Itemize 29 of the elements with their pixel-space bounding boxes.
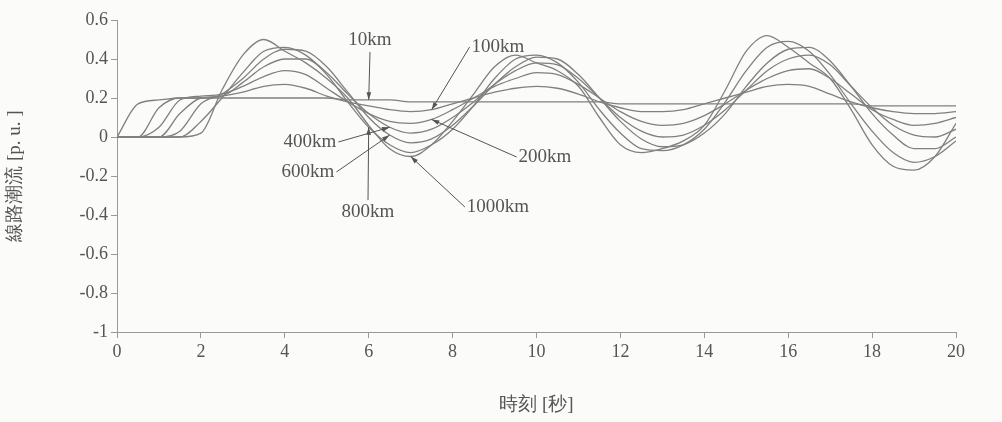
x-tick-label: 16 [779,340,798,361]
x-axis-title: 時刻 [秒] [499,392,574,414]
x-tick-label: 4 [280,340,290,361]
y-axis-title: 線路潮流 [p. u. ] [3,110,25,243]
y-tick-label: -0.8 [79,281,108,302]
x-tick-label: 0 [112,340,122,361]
x-tick-label: 20 [947,340,965,361]
y-tick-label: 0.6 [85,8,108,29]
y-tick-label: 0 [99,125,108,146]
x-tick-label: 18 [863,340,882,361]
series-label: 100km [471,34,525,56]
text: 600km [281,159,335,181]
text: 1000km [466,194,530,216]
y-tick-label: -1 [93,320,108,341]
y-tick-label: -0.2 [79,164,108,185]
series-label: 400km [283,129,337,151]
x-tick-label: 10 [527,340,546,361]
x-tick-label: 12 [611,340,630,361]
text: 10km [348,27,392,49]
x-tick-label: 8 [448,340,458,361]
x-tick-label: 2 [196,340,206,361]
text: 200km [518,144,572,166]
y-tick-label: 0.4 [85,47,108,68]
y-tick-label: -0.6 [79,242,108,263]
x-tick-label: 6 [364,340,374,361]
text: 800km [341,199,395,221]
x-tick-label: 14 [695,340,714,361]
y-tick-label: 0.2 [85,86,108,107]
y-tick-label: -0.4 [79,203,108,224]
